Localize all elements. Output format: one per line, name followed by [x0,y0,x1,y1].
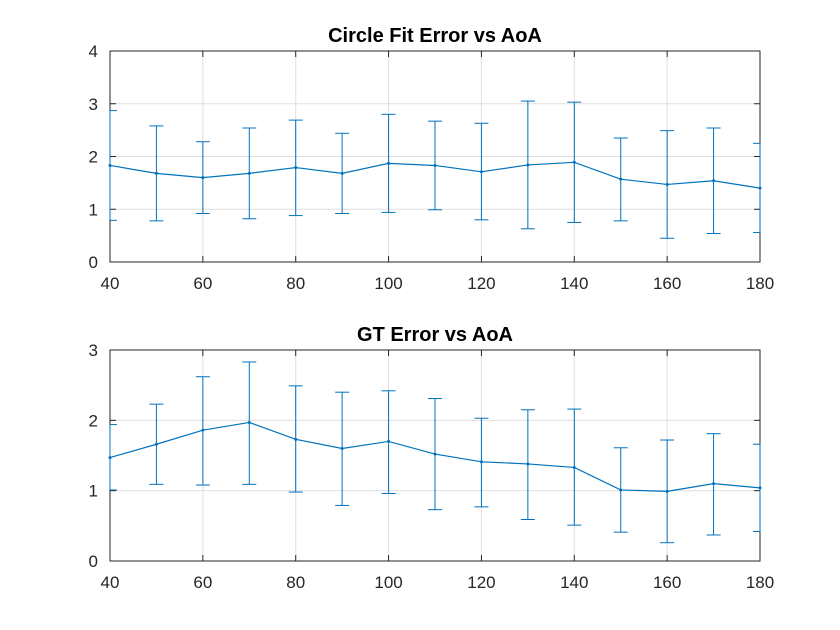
y-tick-label: 2 [89,411,98,430]
x-tick-label: 160 [653,573,681,592]
x-tick-label: 180 [746,573,774,592]
data-point [247,171,251,175]
data-point [712,179,716,183]
x-tick-label: 100 [374,274,402,293]
data-point [758,486,762,490]
subplot-circle-fit: 40 60 80 100 120 140 160 180 0 1 2 3 4 Circle Fit Err… [89,25,775,293]
data-point [340,171,344,175]
y-tick-label: 0 [89,552,98,571]
chart-title: GT Error vs AoA [357,324,513,346]
y-tick-label: 1 [89,200,98,219]
data-point [526,462,530,466]
x-tick-label: 60 [193,573,212,592]
data-point [154,171,158,175]
y-tick-label: 3 [89,95,98,114]
y-tick-label: 3 [89,341,98,360]
y-tick-label: 2 [89,148,98,167]
data-point [154,442,158,446]
data-point [572,465,576,469]
x-tick-label: 180 [746,274,774,293]
data-point [294,166,298,170]
x-tick-label: 100 [374,573,402,592]
data-point [479,170,483,174]
data-point [758,186,762,190]
data-point [665,182,669,186]
data-point [247,420,251,424]
data-point [665,489,669,493]
data-point [526,163,530,167]
data-point [433,452,437,456]
data-point [479,460,483,464]
y-tick-label: 1 [89,482,98,501]
data-point [712,482,716,486]
data-point [387,161,391,165]
x-tick-label: 140 [560,274,588,293]
x-tick-label: 80 [286,274,305,293]
subplot-gt-error: 40 60 80 100 120 140 160 180 0 1 2 3 GT Error vs AoA [89,324,775,592]
data-point [108,163,112,167]
data-point [619,177,623,181]
x-tick-label: 40 [101,274,120,293]
x-tick-label: 80 [286,573,305,592]
x-tick-label: 120 [467,274,495,293]
y-tick-label: 0 [89,253,98,272]
x-tick-label: 160 [653,274,681,293]
x-tick-label: 40 [101,573,120,592]
data-point [619,488,623,492]
data-point [340,446,344,450]
data-point [201,428,205,432]
data-point [201,176,205,180]
data-point [433,163,437,167]
chart-title: Circle Fit Error vs AoA [328,25,542,47]
y-tick-label: 4 [89,42,98,61]
x-tick-label: 60 [193,274,212,293]
data-point [572,160,576,164]
x-tick-label: 120 [467,573,495,592]
data-point [108,456,112,460]
data-point [294,437,298,441]
data-point [387,439,391,443]
x-tick-label: 140 [560,573,588,592]
